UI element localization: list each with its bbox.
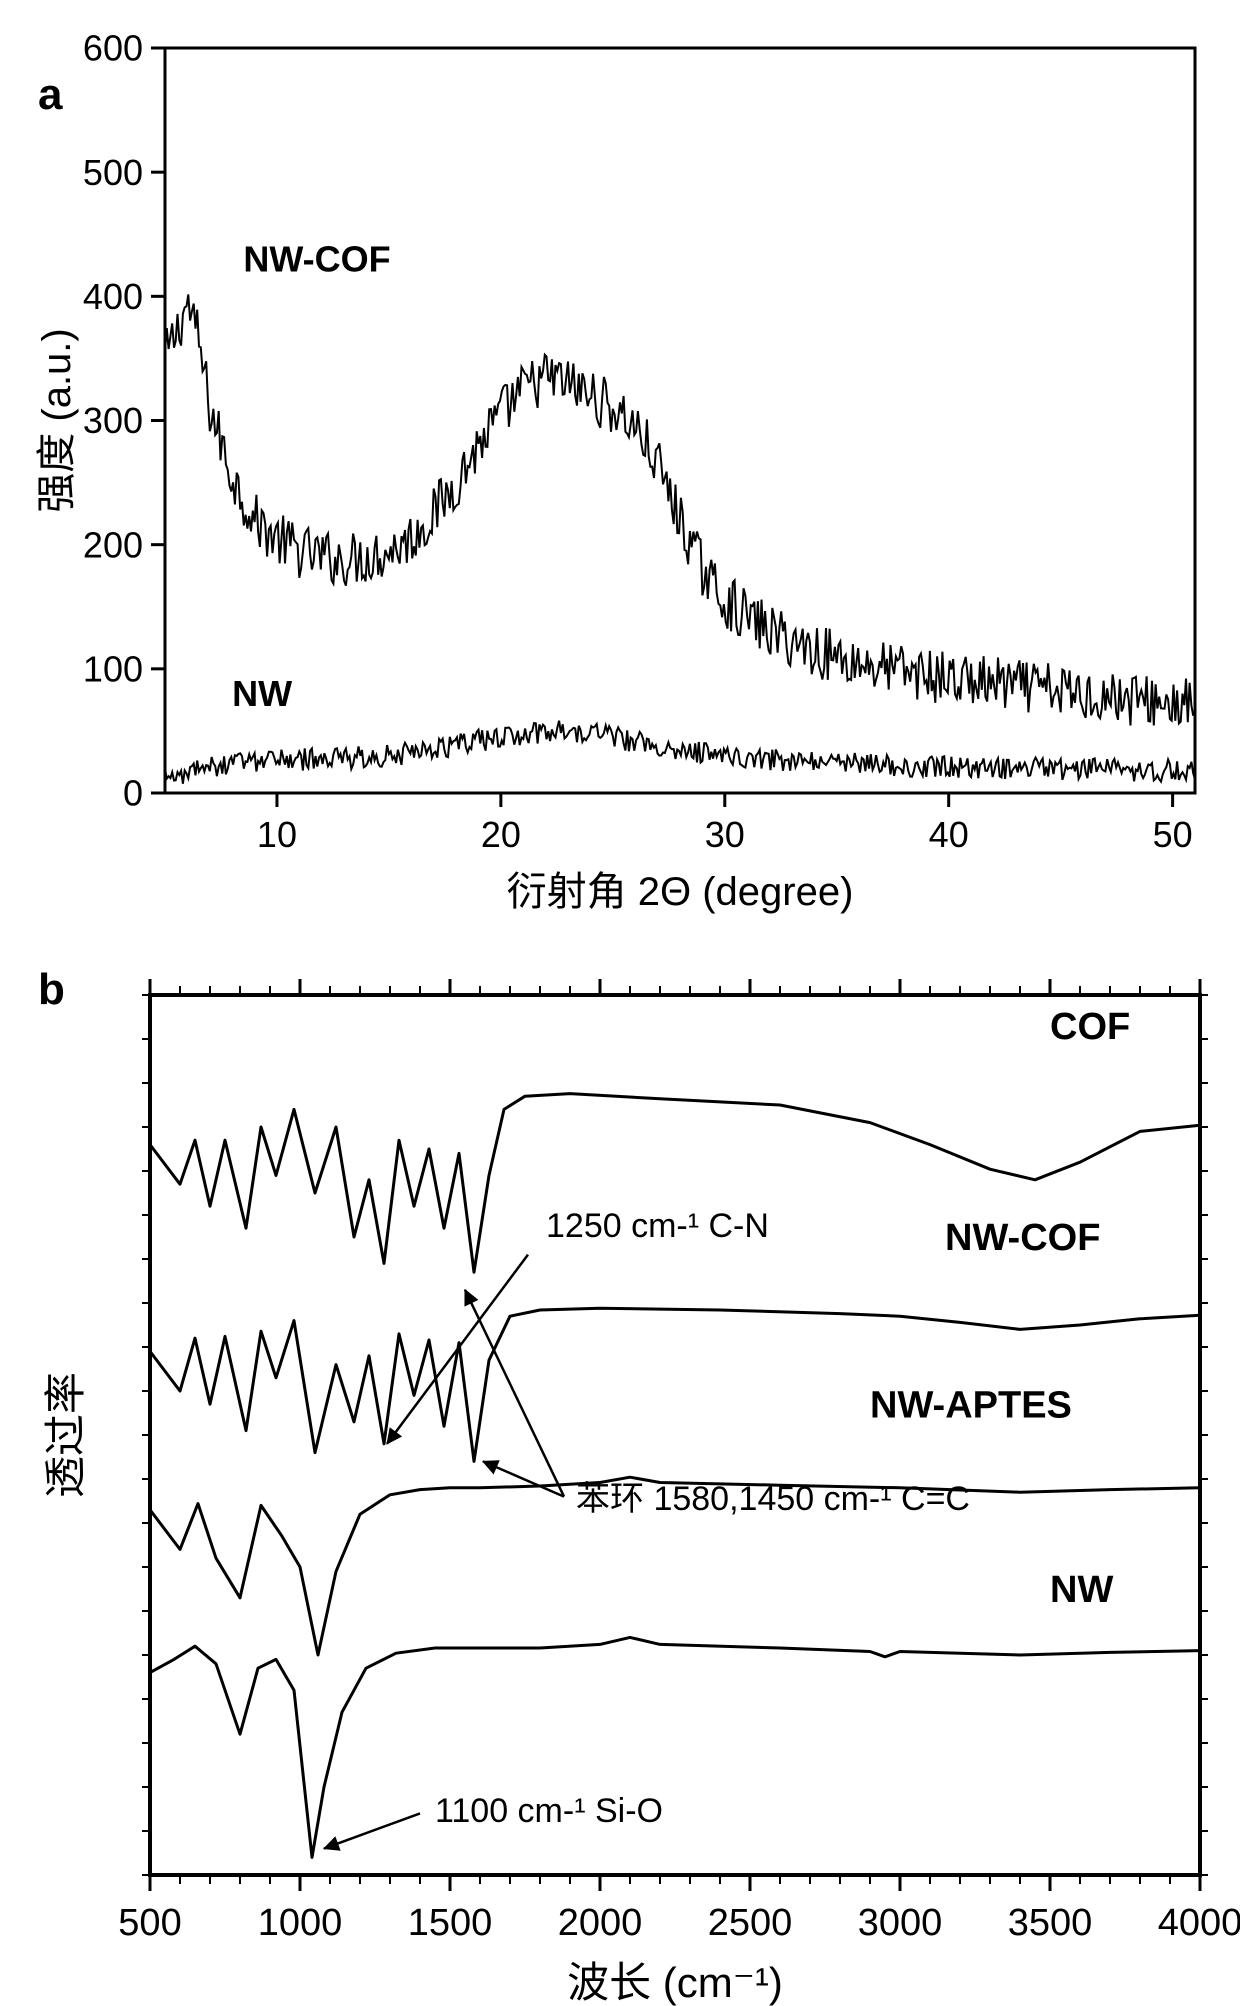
svg-text:COF: COF (1050, 1006, 1130, 1048)
svg-text:波长 (cm⁻¹): 波长 (cm⁻¹) (567, 1959, 783, 2006)
svg-text:1000: 1000 (258, 1902, 343, 1944)
svg-text:NW-COF: NW-COF (945, 1217, 1100, 1259)
svg-text:NW: NW (1050, 1569, 1113, 1611)
svg-text:3500: 3500 (1008, 1902, 1093, 1944)
svg-text:1100 cm-¹ Si-O: 1100 cm-¹ Si-O (435, 1792, 663, 1830)
svg-text:3000: 3000 (858, 1902, 943, 1944)
svg-text:苯环 1580,1450 cm-¹ C=C: 苯环 1580,1450 cm-¹ C=C (576, 1480, 970, 1518)
svg-text:4000: 4000 (1158, 1902, 1240, 1944)
svg-text:透过率: 透过率 (42, 1372, 89, 1498)
svg-text:500: 500 (118, 1902, 181, 1944)
svg-text:1500: 1500 (408, 1902, 493, 1944)
svg-text:2000: 2000 (558, 1902, 643, 1944)
svg-text:2500: 2500 (708, 1902, 793, 1944)
ftir-chart: 500 1000 1500 2000 2500 3000 3500 4000 波长 (cm⁻¹)… (0, 0, 1240, 2006)
figure-root: a 1020304050衍射角 2Θ (degree)0100200300400… (0, 0, 1240, 2006)
svg-text:NW-APTES: NW-APTES (870, 1384, 1072, 1426)
svg-text:1250 cm-¹ C-N: 1250 cm-¹ C-N (546, 1207, 769, 1245)
